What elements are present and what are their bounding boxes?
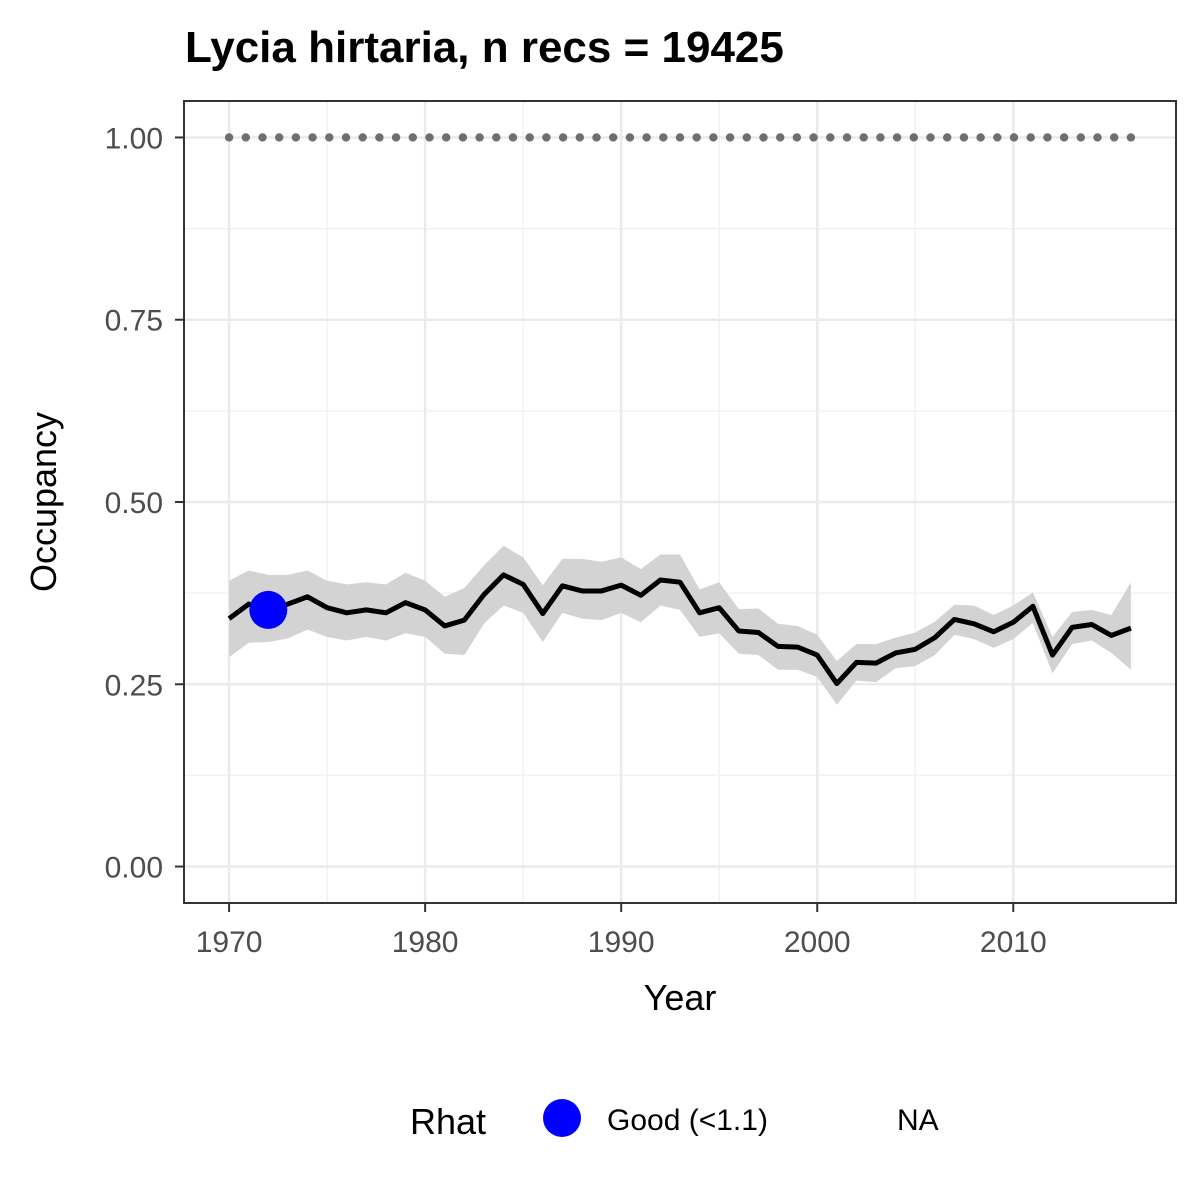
- reference-dot: [792, 133, 802, 142]
- reference-dot: [1093, 133, 1102, 142]
- reference-dot: [1110, 133, 1119, 142]
- reference-dot: [425, 133, 434, 142]
- reference-dot: [442, 133, 451, 142]
- reference-dot: [558, 133, 568, 142]
- reference-dot: [993, 133, 1002, 142]
- y-tick-label: 0.50: [105, 487, 163, 520]
- reference-dot: [859, 133, 868, 142]
- reference-dot: [1126, 133, 1136, 142]
- reference-dot: [1026, 133, 1035, 142]
- reference-dot: [625, 133, 635, 142]
- reference-dot: [391, 133, 401, 142]
- reference-dot: [776, 133, 785, 142]
- reference-dot: [959, 133, 969, 142]
- reference-dot: [742, 133, 751, 142]
- reference-dot: [224, 133, 234, 142]
- reference-dot: [826, 133, 835, 142]
- y-tick-label: 0.75: [105, 305, 163, 338]
- reference-dot: [1043, 133, 1052, 142]
- reference-dot: [408, 133, 417, 142]
- reference-dot: [976, 133, 985, 142]
- legend-key-good: [543, 1099, 581, 1137]
- x-tick-label: 1970: [196, 926, 263, 959]
- reference-dot: [909, 133, 918, 142]
- reference-dot: [308, 133, 317, 142]
- x-tick-label: 2000: [784, 926, 851, 959]
- reference-dot: [542, 133, 551, 142]
- reference-dot: [258, 133, 267, 142]
- reference-dot: [1076, 133, 1086, 142]
- reference-dot: [241, 133, 250, 142]
- legend-label-na: NA: [897, 1104, 939, 1137]
- reference-dot: [892, 133, 902, 142]
- reference-dot: [508, 133, 518, 142]
- reference-dot: [709, 133, 718, 142]
- x-tick-label: 2010: [980, 926, 1047, 959]
- reference-dot: [842, 133, 852, 142]
- y-axis-title: Occupancy: [23, 412, 64, 592]
- reference-dot: [592, 133, 601, 142]
- reference-dot: [341, 133, 351, 142]
- y-tick-label: 1.00: [105, 122, 163, 155]
- reference-dot: [358, 133, 367, 142]
- reference-dot: [291, 133, 301, 142]
- legend: Rhat Good (<1.1) NA: [410, 1099, 939, 1142]
- reference-dot: [609, 133, 618, 142]
- reference-dot: [525, 133, 534, 142]
- confidence-ribbon: [229, 545, 1131, 705]
- reference-dot: [759, 133, 768, 142]
- reference-dot: [274, 133, 284, 142]
- reference-dot: [809, 133, 818, 142]
- plot-panel: [183, 100, 1177, 904]
- y-tick-label: 0.00: [105, 852, 163, 885]
- reference-dot: [943, 133, 952, 142]
- reference-dot: [1009, 133, 1019, 142]
- y-axis: 0.00 0.25 0.50 0.75 1.00: [105, 122, 184, 885]
- reference-dot: [375, 133, 384, 142]
- x-axis: 1970 1980 1990 2000 2010: [196, 903, 1047, 959]
- reference-dot: [692, 133, 701, 142]
- reference-dot: [458, 133, 468, 142]
- y-tick-label: 0.25: [105, 669, 163, 702]
- reference-dot: [325, 133, 334, 142]
- reference-dot: [1059, 133, 1069, 142]
- occupancy-trend-line: [227, 572, 1132, 687]
- reference-dot: [675, 133, 685, 142]
- x-tick-label: 1980: [392, 926, 459, 959]
- rhat-points: [249, 590, 288, 629]
- reference-dot: [492, 133, 501, 142]
- rhat-good-point: [249, 590, 288, 629]
- chart-title: Lycia hirtaria, n recs = 19425: [185, 23, 784, 72]
- legend-title: Rhat: [410, 1101, 486, 1142]
- reference-dot: [876, 133, 885, 142]
- reference-dot: [725, 133, 735, 142]
- x-tick-label: 1990: [588, 926, 655, 959]
- reference-dot: [642, 133, 651, 142]
- reference-dot: [926, 133, 935, 142]
- legend-label-good: Good (<1.1): [607, 1104, 768, 1137]
- reference-dot: [475, 133, 484, 142]
- reference-dot: [659, 133, 668, 142]
- reference-dotted-line: [224, 133, 1136, 142]
- x-axis-title: Year: [644, 977, 717, 1018]
- reference-dot: [575, 133, 584, 142]
